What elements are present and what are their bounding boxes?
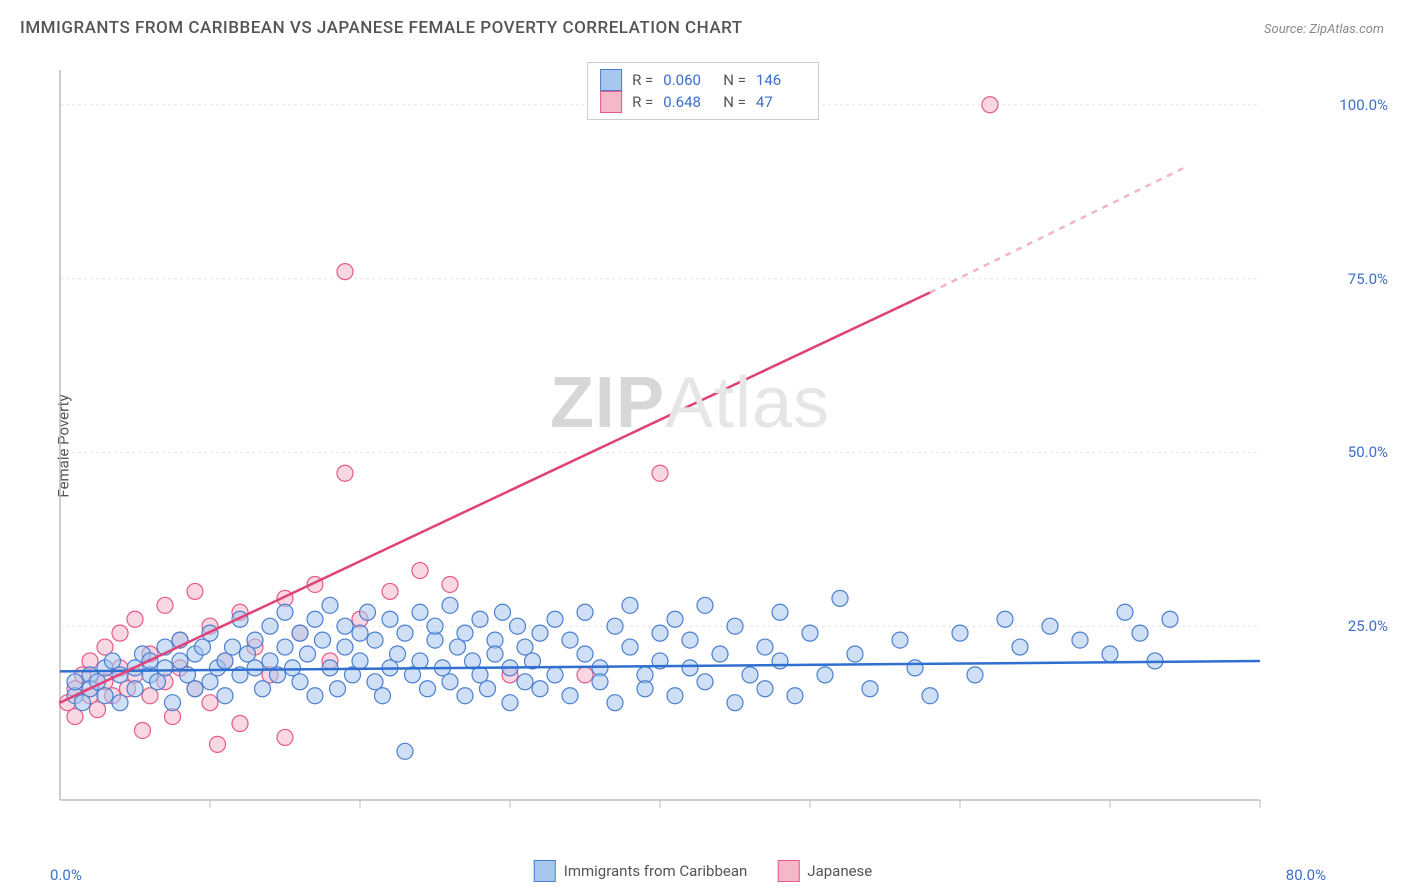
legend-stats: R = 0.060 N = 146 R = 0.648 N = 47 xyxy=(587,62,819,120)
swatch-blue-icon xyxy=(534,860,556,882)
swatch-blue-icon xyxy=(600,69,622,91)
legend-item-japanese: Japanese xyxy=(777,860,872,882)
x-tick-min: 0.0% xyxy=(50,866,82,884)
x-tick-max: 80.0% xyxy=(1286,866,1326,884)
legend-row-2: R = 0.648 N = 47 xyxy=(600,91,806,113)
n-value-1: 146 xyxy=(756,71,806,89)
n-label-2: N = xyxy=(723,93,746,111)
legend-label-caribbean: Immigrants from Caribbean xyxy=(564,862,748,880)
chart-plot-area: ZIPAtlas xyxy=(50,60,1330,840)
y-tick-label: 100.0% xyxy=(1339,96,1388,114)
swatch-pink-icon xyxy=(777,860,799,882)
chart-title: IMMIGRANTS FROM CARIBBEAN VS JAPANESE FE… xyxy=(20,18,743,38)
legend-label-japanese: Japanese xyxy=(807,862,872,880)
y-tick-label: 75.0% xyxy=(1348,270,1388,288)
y-tick-label: 50.0% xyxy=(1348,443,1388,461)
n-label-1: N = xyxy=(723,71,746,89)
scatter-svg xyxy=(50,60,1330,840)
legend-series: Immigrants from Caribbean Japanese xyxy=(534,860,873,882)
n-value-2: 47 xyxy=(756,93,806,111)
r-value-1: 0.060 xyxy=(663,71,713,89)
legend-row-1: R = 0.060 N = 146 xyxy=(600,69,806,91)
r-label-1: R = xyxy=(632,71,653,89)
source-label: Source: ZipAtlas.com xyxy=(1264,22,1384,37)
r-value-2: 0.648 xyxy=(663,93,713,111)
swatch-pink-icon xyxy=(600,91,622,113)
r-label-2: R = xyxy=(632,93,653,111)
legend-item-caribbean: Immigrants from Caribbean xyxy=(534,860,748,882)
y-tick-label: 25.0% xyxy=(1348,617,1388,635)
